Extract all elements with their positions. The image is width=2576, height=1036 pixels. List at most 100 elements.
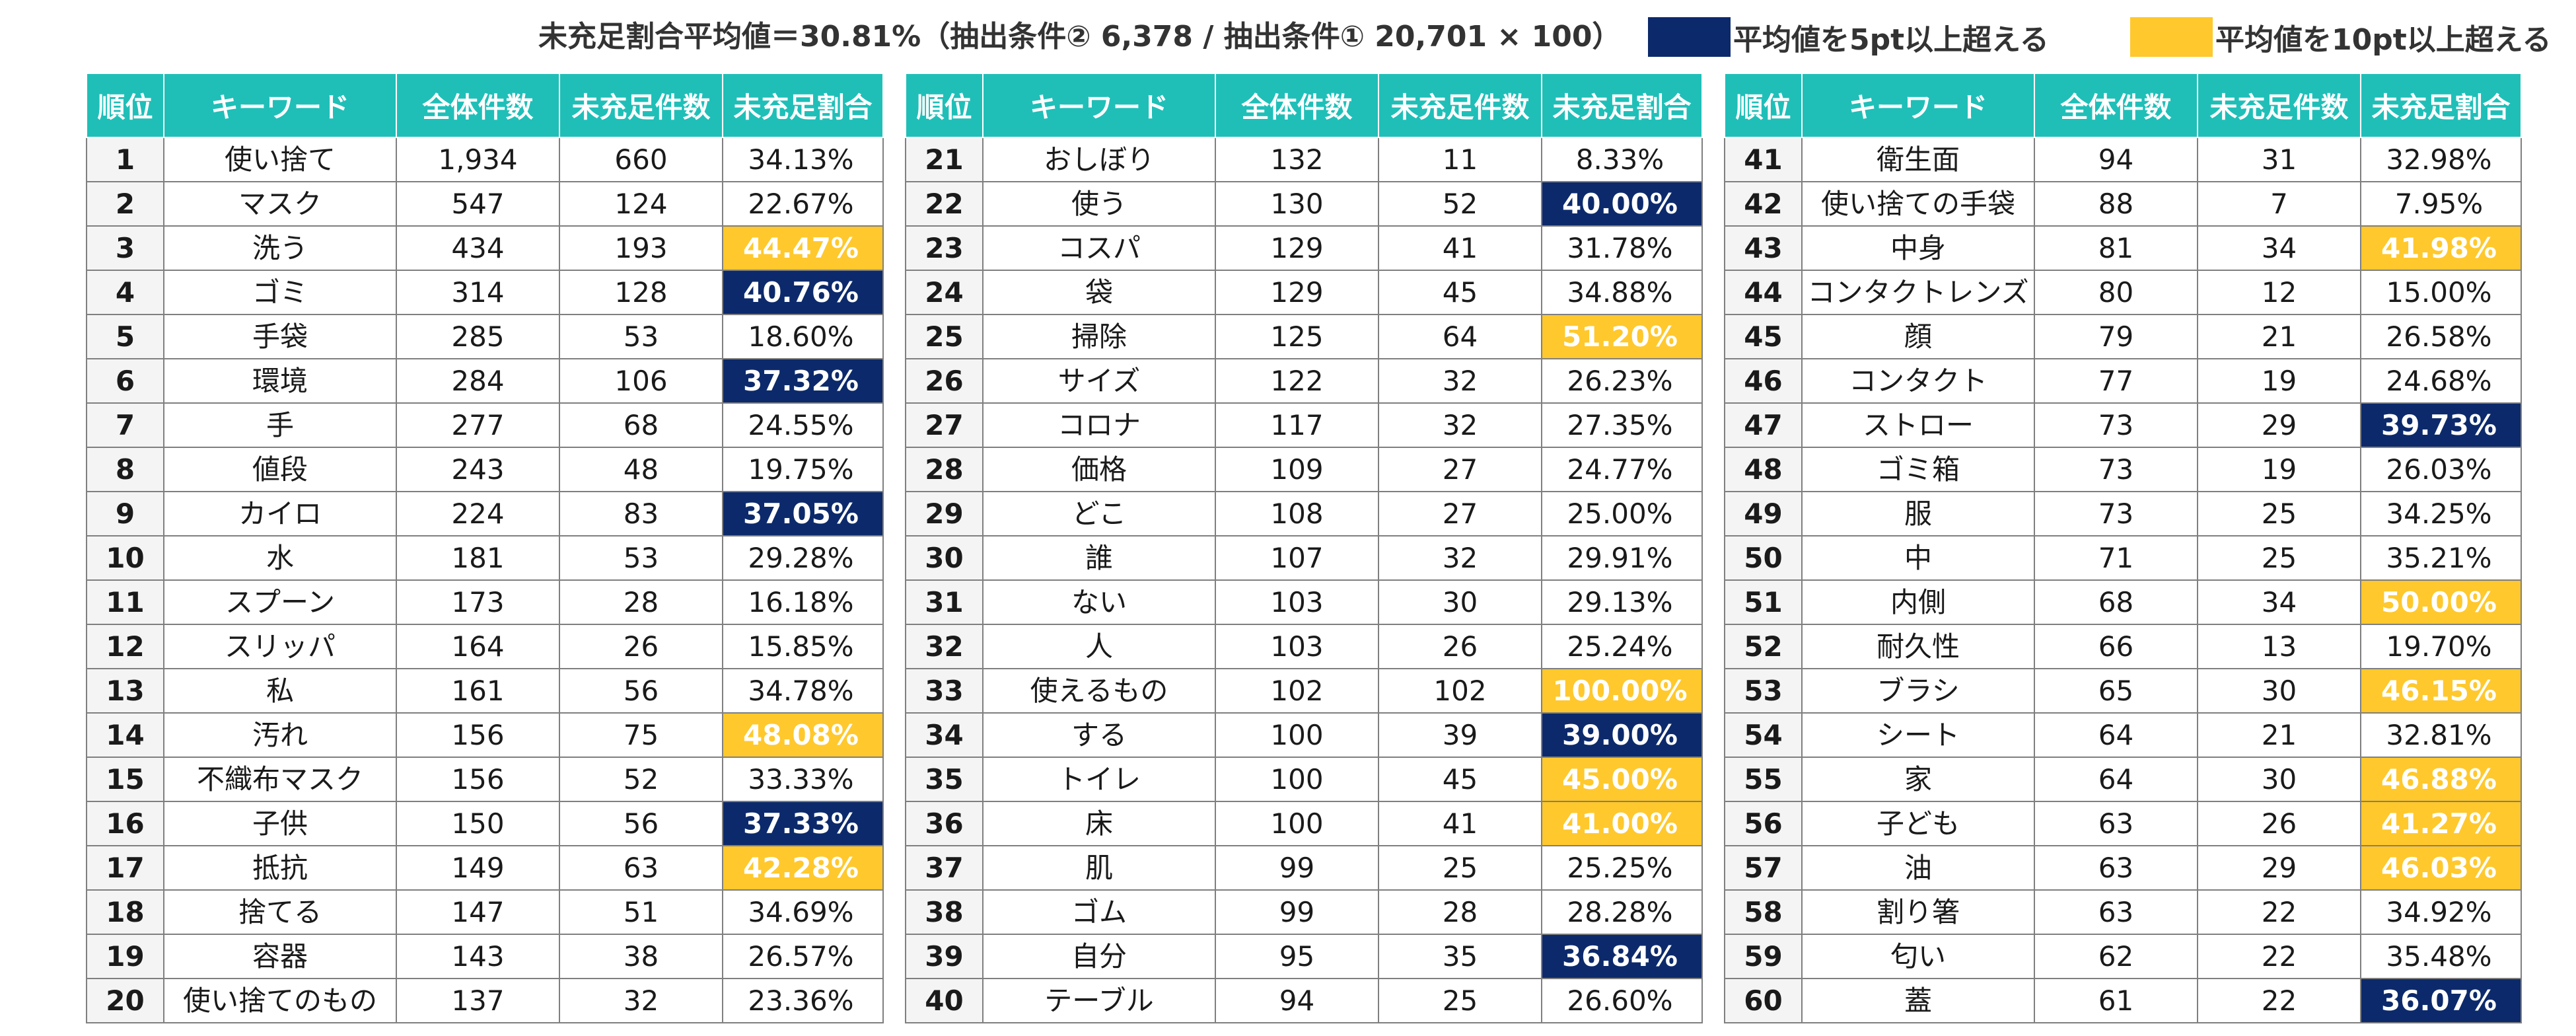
cell-unmet-count: 45 — [1378, 757, 1542, 802]
cell-rank: 50 — [1724, 535, 1803, 581]
column-header-unmet-count: 未充足件数 — [2197, 73, 2361, 138]
cell-unmet-ratio: 42.28% — [722, 845, 884, 891]
cell-keyword: 抵抗 — [163, 845, 397, 891]
cell-keyword: カイロ — [163, 491, 397, 536]
cell-keyword: 顔 — [1801, 314, 2035, 359]
column-header-total-count: 全体件数 — [396, 73, 560, 138]
cell-total-count: 73 — [2034, 491, 2198, 536]
cell-total-count: 63 — [2034, 801, 2198, 846]
column-header-rank: 順位 — [1724, 73, 1803, 138]
cell-unmet-ratio: 41.00% — [1541, 801, 1703, 846]
cell-unmet-count: 12 — [2197, 270, 2361, 315]
cell-unmet-count: 32 — [1378, 358, 1542, 404]
cell-total-count: 94 — [2034, 137, 2198, 182]
table-row: 31 ない 103 30 29.13% — [905, 579, 1703, 625]
cell-unmet-count: 45 — [1378, 270, 1542, 315]
cell-rank: 15 — [86, 757, 164, 802]
header: 未充足割合平均値＝30.81%（抽出条件② 6,378 / 抽出条件① 20,7… — [0, 12, 2576, 63]
table-row: 28 価格 109 27 24.77% — [905, 447, 1703, 492]
cell-total-count: 224 — [396, 491, 560, 536]
cell-unmet-ratio: 27.35% — [1541, 402, 1703, 448]
cell-unmet-ratio: 37.05% — [722, 491, 884, 536]
cell-rank: 54 — [1724, 712, 1803, 758]
table-row: 4 ゴミ 314 128 40.76% — [86, 270, 884, 315]
cell-rank: 28 — [905, 447, 984, 492]
cell-rank: 42 — [1724, 181, 1803, 227]
cell-unmet-ratio: 39.73% — [2360, 402, 2522, 448]
column-header-keyword: キーワード — [1801, 73, 2035, 138]
ranking-table-3: 順位 キーワード 全体件数 未充足件数 未充足割合 41 衛生面 94 31 32.98% 42 使い… — [1724, 73, 2522, 1023]
cell-total-count: 129 — [1215, 225, 1379, 271]
cell-keyword: ゴム — [982, 889, 1216, 935]
cell-unmet-ratio: 23.36% — [722, 978, 884, 1023]
cell-unmet-ratio: 34.88% — [1541, 270, 1703, 315]
table-row: 16 子供 150 56 37.33% — [86, 801, 884, 846]
cell-total-count: 434 — [396, 225, 560, 271]
cell-keyword: サイズ — [982, 358, 1216, 404]
cell-unmet-count: 51 — [559, 889, 723, 935]
cell-keyword: トイレ — [982, 757, 1216, 802]
cell-rank: 43 — [1724, 225, 1803, 271]
column-header-rank: 順位 — [86, 73, 164, 138]
cell-unmet-ratio: 15.00% — [2360, 270, 2522, 315]
cell-unmet-ratio: 39.00% — [1541, 712, 1703, 758]
cell-total-count: 107 — [1215, 535, 1379, 581]
table-row: 47 ストロー 73 29 39.73% — [1724, 402, 2522, 448]
cell-total-count: 117 — [1215, 402, 1379, 448]
column-header-unmet-ratio: 未充足割合 — [2360, 73, 2522, 138]
cell-total-count: 284 — [396, 358, 560, 404]
cell-unmet-count: 34 — [2197, 225, 2361, 271]
cell-unmet-count: 26 — [559, 624, 723, 669]
column-header-keyword: キーワード — [982, 73, 1216, 138]
cell-unmet-count: 64 — [1378, 314, 1542, 359]
table-row: 6 環境 284 106 37.32% — [86, 358, 884, 404]
cell-unmet-count: 660 — [559, 137, 723, 182]
table-row: 18 捨てる 147 51 34.69% — [86, 889, 884, 935]
cell-unmet-ratio: 36.84% — [1541, 934, 1703, 979]
column-header-unmet-count: 未充足件数 — [1378, 73, 1542, 138]
cell-unmet-count: 39 — [1378, 712, 1542, 758]
cell-unmet-ratio: 41.27% — [2360, 801, 2522, 846]
cell-rank: 12 — [86, 624, 164, 669]
cell-total-count: 129 — [1215, 270, 1379, 315]
cell-keyword: 床 — [982, 801, 1216, 846]
table-row: 35 トイレ 100 45 45.00% — [905, 757, 1703, 802]
cell-unmet-count: 21 — [2197, 314, 2361, 359]
cell-keyword: 中 — [1801, 535, 2035, 581]
cell-rank: 44 — [1724, 270, 1803, 315]
table-row: 20 使い捨てのもの 137 32 23.36% — [86, 978, 884, 1023]
table-row: 25 掃除 125 64 51.20% — [905, 314, 1703, 359]
cell-unmet-count: 25 — [1378, 845, 1542, 891]
cell-unmet-ratio: 26.58% — [2360, 314, 2522, 359]
cell-keyword: ブラシ — [1801, 668, 2035, 714]
cell-unmet-ratio: 16.18% — [722, 579, 884, 625]
cell-unmet-ratio: 26.57% — [722, 934, 884, 979]
cell-keyword: 私 — [163, 668, 397, 714]
cell-rank: 11 — [86, 579, 164, 625]
cell-total-count: 173 — [396, 579, 560, 625]
cell-keyword: する — [982, 712, 1216, 758]
cell-rank: 36 — [905, 801, 984, 846]
cell-rank: 2 — [86, 181, 164, 227]
cell-keyword: 使えるもの — [982, 668, 1216, 714]
cell-unmet-count: 38 — [559, 934, 723, 979]
legend-yellow-label: 平均値を10pt以上超える — [2215, 23, 2552, 57]
table-row: 59 匂い 62 22 35.48% — [1724, 934, 2522, 979]
cell-rank: 56 — [1724, 801, 1803, 846]
cell-total-count: 108 — [1215, 491, 1379, 536]
cell-rank: 10 — [86, 535, 164, 581]
cell-unmet-count: 7 — [2197, 181, 2361, 227]
cell-keyword: 価格 — [982, 447, 1216, 492]
cell-unmet-ratio: 24.68% — [2360, 358, 2522, 404]
table-row: 8 値段 243 48 19.75% — [86, 447, 884, 492]
cell-rank: 21 — [905, 137, 984, 182]
cell-rank: 4 — [86, 270, 164, 315]
legend-blue-label: 平均値を5pt以上超える — [1733, 23, 2049, 57]
table-row: 13 私 161 56 34.78% — [86, 668, 884, 714]
cell-rank: 41 — [1724, 137, 1803, 182]
cell-rank: 20 — [86, 978, 164, 1023]
cell-unmet-ratio: 18.60% — [722, 314, 884, 359]
cell-unmet-count: 25 — [2197, 535, 2361, 581]
cell-unmet-count: 31 — [2197, 137, 2361, 182]
cell-total-count: 147 — [396, 889, 560, 935]
